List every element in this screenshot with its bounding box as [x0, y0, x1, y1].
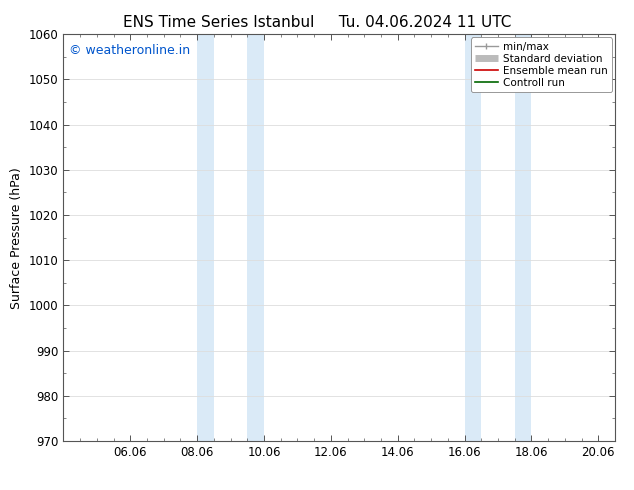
Y-axis label: Surface Pressure (hPa): Surface Pressure (hPa) [10, 167, 23, 309]
Bar [247, 34, 264, 441]
Bar [465, 34, 481, 441]
Text: ENS Time Series Istanbul     Tu. 04.06.2024 11 UTC: ENS Time Series Istanbul Tu. 04.06.2024 … [123, 15, 511, 30]
Legend: min/max, Standard deviation, Ensemble mean run, Controll run: min/max, Standard deviation, Ensemble me… [470, 37, 612, 92]
Text: © weatheronline.in: © weatheronline.in [69, 45, 190, 57]
Bar [197, 34, 214, 441]
Bar [515, 34, 531, 441]
